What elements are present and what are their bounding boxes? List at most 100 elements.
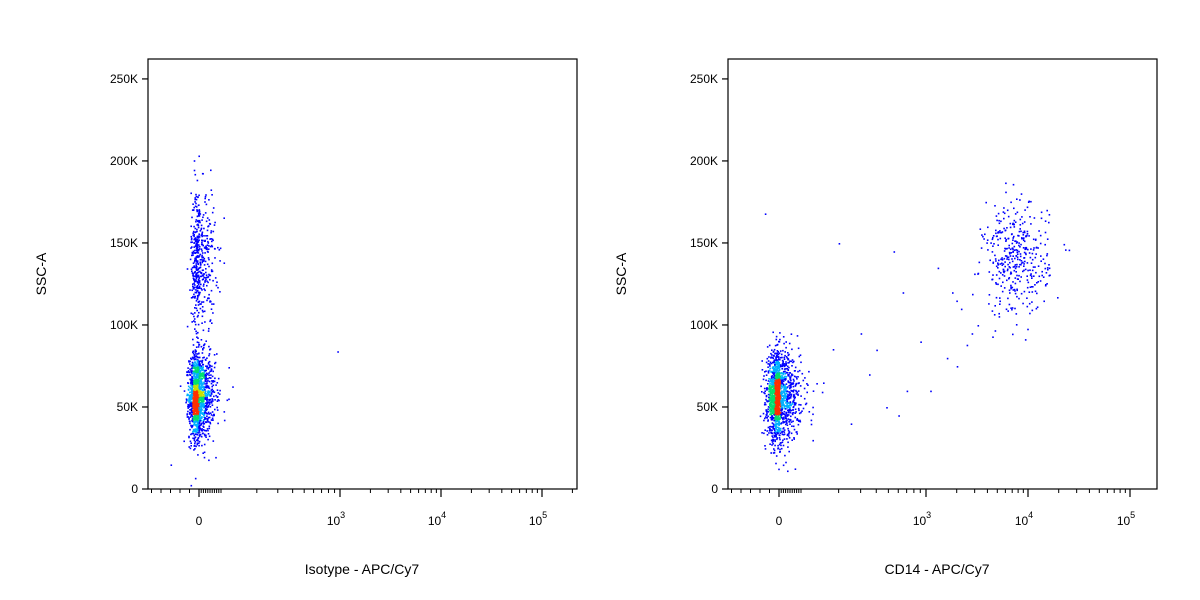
scatter-point	[203, 395, 206, 398]
scatter-point	[774, 435, 777, 438]
scatter-point	[200, 401, 203, 403]
scatter-point	[793, 375, 796, 378]
scatter-point	[198, 236, 201, 238]
scatter-point	[776, 396, 779, 398]
scatter-point	[196, 438, 199, 441]
scatter-point	[205, 374, 208, 376]
scatter-point	[196, 390, 198, 392]
scatter-point	[205, 245, 207, 247]
scatter-point	[218, 393, 221, 395]
scatter-point	[200, 227, 203, 230]
scatter-point	[191, 419, 193, 422]
y-tick-label: 50K	[117, 400, 138, 414]
scatter-point	[198, 379, 201, 382]
scatter-point	[189, 373, 191, 376]
scatter-point	[195, 274, 197, 276]
scatter-point	[1026, 233, 1029, 235]
scatter-point	[774, 428, 776, 430]
scatter-point	[790, 382, 793, 385]
scatter-point	[196, 433, 199, 436]
scatter-point	[1027, 328, 1029, 331]
scatter-point	[998, 270, 1001, 273]
scatter-point	[219, 260, 221, 262]
scatter-point	[784, 415, 787, 417]
scatter-point	[1012, 248, 1014, 251]
scatter-point	[782, 396, 785, 399]
scatter-point	[199, 259, 202, 261]
scatter-point	[223, 411, 226, 413]
scatter-point	[195, 193, 197, 196]
scatter-point	[216, 395, 219, 398]
scatter-point	[773, 386, 775, 388]
scatter-point	[201, 252, 204, 254]
scatter-point	[195, 418, 197, 420]
scatter-point	[212, 440, 215, 442]
scatter-point	[212, 384, 215, 387]
scatter-point	[188, 360, 190, 362]
scatter-point	[772, 371, 774, 373]
scatter-point	[795, 376, 798, 378]
scatter-point	[196, 228, 198, 231]
y-tick-label: 0	[131, 482, 138, 496]
scatter-point	[787, 381, 790, 384]
scatter-point	[790, 375, 793, 377]
scatter-point	[192, 363, 194, 365]
scatter-point	[194, 295, 196, 298]
scatter-point	[190, 382, 192, 384]
scatter-point	[812, 439, 814, 442]
scatter-point	[205, 376, 207, 379]
scatter-point	[774, 439, 776, 441]
scatter-point	[768, 388, 771, 391]
x-axis: 0 103 104 105	[151, 489, 573, 528]
scatter-point	[198, 277, 201, 279]
scatter-point	[770, 399, 772, 401]
scatter-point	[786, 395, 789, 398]
scatter-point	[997, 283, 999, 286]
scatter-point	[788, 393, 791, 395]
scatter-point	[196, 442, 199, 445]
scatter-point	[193, 391, 196, 394]
scatter-point	[198, 412, 201, 415]
scatter-point	[197, 287, 199, 289]
scatter-point	[208, 399, 210, 402]
scatter-point	[773, 391, 776, 393]
scatter-point	[777, 408, 780, 411]
scatter-point	[780, 391, 782, 394]
scatter-point	[771, 415, 773, 417]
scatter-point	[783, 405, 786, 408]
scatter-point	[767, 370, 770, 372]
scatter-point	[807, 384, 809, 386]
scatter-point	[1031, 286, 1033, 288]
scatter-point	[776, 409, 778, 411]
scatter-point	[199, 262, 202, 265]
scatter-point	[207, 438, 209, 441]
scatter-point	[194, 393, 197, 395]
scatter-point	[787, 429, 790, 432]
scatter-point	[197, 275, 200, 278]
scatter-point	[779, 396, 782, 398]
scatter-point	[206, 357, 208, 359]
scatter-point	[775, 338, 778, 341]
scatter-point	[1024, 268, 1027, 271]
scatter-point	[992, 261, 995, 264]
scatter-point	[791, 412, 794, 414]
scatter-point	[1063, 243, 1066, 246]
scatter-point	[196, 280, 199, 283]
scatter-point	[191, 266, 194, 269]
scatter-point	[197, 437, 199, 440]
scatter-point	[791, 403, 794, 405]
scatter-point	[1027, 201, 1030, 203]
scatter-point	[196, 309, 198, 312]
scatter-point	[781, 413, 783, 415]
scatter-point	[771, 396, 773, 399]
scatter-point	[194, 430, 196, 433]
scatter-point	[1021, 237, 1023, 240]
scatter-point	[208, 380, 211, 383]
scatter-point	[206, 263, 209, 266]
scatter-point	[191, 365, 194, 367]
scatter-point	[906, 390, 909, 393]
scatter-point	[777, 405, 779, 408]
scatter-point	[194, 231, 196, 234]
scatter-point	[209, 319, 212, 321]
scatter-point	[206, 284, 208, 287]
